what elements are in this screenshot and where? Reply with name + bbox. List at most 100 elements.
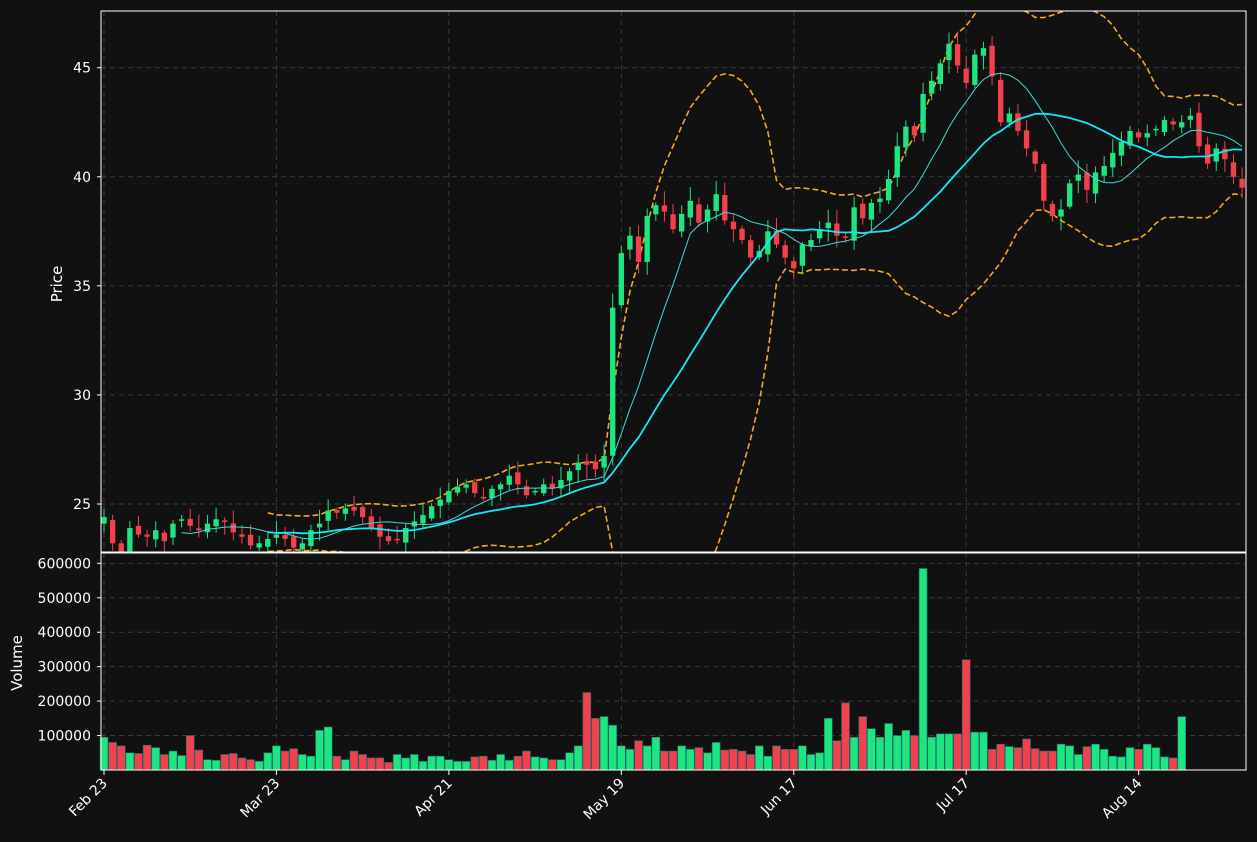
price-tick-label: 25 (73, 497, 91, 513)
candle-body (860, 203, 866, 219)
volume-bar (642, 745, 652, 771)
candle-body (394, 538, 400, 541)
slow-moving-average-line (267, 112, 1243, 535)
candle-body (825, 222, 831, 229)
candle-body (954, 44, 961, 66)
price-tick-label: 40 (73, 170, 91, 186)
volume-bar (470, 756, 480, 771)
candle-body (204, 523, 211, 533)
candle-body (592, 461, 599, 470)
volume-bar (496, 754, 505, 771)
candle-body (1161, 120, 1168, 132)
candle-body (1187, 115, 1194, 120)
candle-body (454, 486, 461, 493)
candle-body (1196, 112, 1202, 147)
volume-bar (401, 757, 411, 771)
candle-body (109, 520, 116, 544)
volume-bar (625, 749, 635, 771)
price-tick-label: 30 (73, 388, 91, 404)
volume-bar (375, 757, 385, 771)
volume-bar (953, 733, 962, 771)
volume-bar (504, 760, 514, 771)
volume-bar (435, 755, 445, 771)
volume-axis: 100000 200000 300000 400000 500000 600000 (38, 556, 101, 745)
volume-bar (237, 757, 247, 771)
candle-body (428, 506, 435, 519)
candlesticks (101, 31, 1245, 552)
candle-body (1015, 113, 1021, 131)
volume-bar (729, 749, 738, 771)
candle-body (187, 518, 193, 526)
candle-body (989, 45, 995, 77)
candle-body (273, 534, 280, 538)
volume-bar (746, 754, 755, 771)
volume-bar (918, 568, 928, 771)
candle-body (627, 235, 633, 250)
volume-bar (1168, 757, 1178, 771)
volume-bar (513, 755, 523, 771)
volume-bar (418, 761, 428, 771)
volume-bar (487, 760, 497, 771)
volume-bar (884, 723, 893, 771)
volume-bar (116, 745, 126, 771)
volume-bar (573, 745, 583, 771)
candle-body (747, 240, 754, 258)
candle-body (1179, 122, 1185, 128)
volume-bar (867, 728, 876, 771)
volume-bar (582, 692, 592, 771)
candle-body (1058, 209, 1064, 217)
lower-band-line (267, 193, 1243, 552)
candle-body (549, 483, 556, 489)
axes-frames (100, 10, 1247, 771)
volume-bar (444, 759, 454, 771)
candle-body (523, 486, 530, 496)
price-panel-frame (100, 10, 1247, 553)
price-tick-label: 45 (73, 61, 91, 77)
candle-body (877, 198, 883, 203)
candle-body (1110, 152, 1116, 168)
volume-bar (306, 755, 316, 771)
volume-bar (651, 736, 661, 771)
volume-bar (168, 750, 178, 771)
volume-bar (229, 753, 238, 771)
candle-body (679, 213, 685, 232)
candle-body (1153, 128, 1159, 131)
candle-body (1006, 113, 1012, 123)
volume-bar (185, 735, 195, 771)
candle-body (170, 523, 176, 538)
candle-body (541, 484, 547, 494)
candle-body (773, 230, 780, 245)
volume-bar (410, 754, 419, 771)
candle-body (704, 209, 711, 222)
volume-bar (780, 749, 790, 771)
candle-body (937, 63, 944, 84)
candle-body (998, 79, 1004, 123)
candle-body (842, 236, 849, 238)
volume-bar (367, 757, 376, 771)
volume-bar (961, 659, 971, 771)
volume-bar (194, 749, 204, 771)
volume-bar (108, 742, 117, 771)
candle-body (472, 482, 478, 494)
candle-body (1041, 164, 1047, 201)
volume-bar (901, 730, 911, 771)
price-grid (101, 11, 1246, 552)
volume-bar (1177, 716, 1187, 771)
volume-bar (617, 745, 626, 771)
candle-body (256, 543, 262, 548)
volume-tick-label: 200000 (38, 694, 91, 710)
volume-bar (280, 750, 290, 771)
candle-body (980, 48, 987, 56)
candle-body (799, 244, 806, 266)
candle-body (291, 536, 297, 548)
volume-bar (711, 742, 721, 771)
candle-body (385, 536, 392, 542)
candle-body (446, 490, 452, 503)
candle-body (506, 475, 512, 485)
volume-bar (996, 743, 1005, 771)
candle-body (894, 146, 900, 178)
volume-tick-label: 500000 (38, 591, 91, 607)
volume-grid (101, 553, 1246, 770)
volume-bar (720, 749, 730, 771)
